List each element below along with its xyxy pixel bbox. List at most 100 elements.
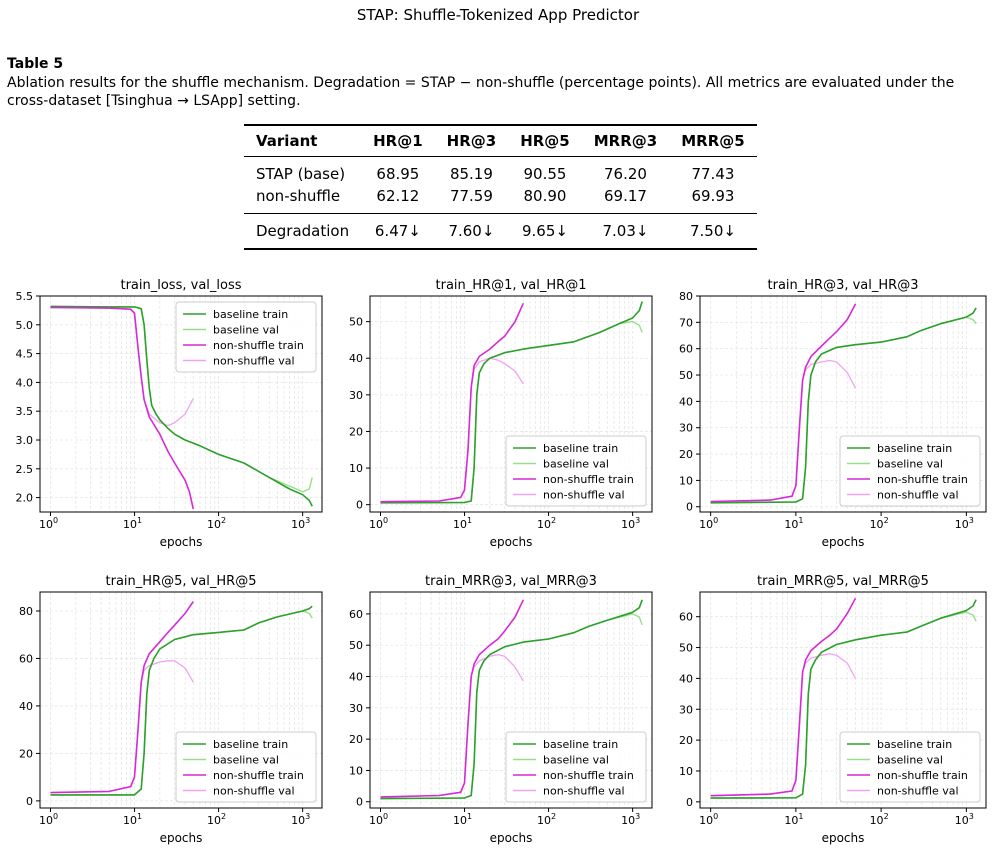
table-cell: 62.12 xyxy=(376,187,420,205)
y-tick-label: 60 xyxy=(349,608,363,621)
x-tick-label: 100 xyxy=(369,516,388,531)
y-tick-label: 4.5 xyxy=(16,348,34,361)
legend-label: baseline val xyxy=(213,754,279,767)
legend-box xyxy=(839,435,981,507)
x-tick-label: 101 xyxy=(784,516,803,531)
plot-frame xyxy=(699,591,987,809)
y-tick-label: 20 xyxy=(349,425,363,438)
x-tick-label: 100 xyxy=(699,516,718,531)
y-tick-label: 70 xyxy=(679,316,693,329)
x-tick-exponent: 2 xyxy=(551,516,556,525)
legend-label: non-shuffle train xyxy=(213,339,304,352)
x-tick-label: 102 xyxy=(537,812,556,827)
x-tick-label: 101 xyxy=(784,812,803,827)
legend-label: baseline val xyxy=(543,754,609,767)
x-tick-label: 103 xyxy=(621,516,640,531)
x-tick-label: 103 xyxy=(291,812,310,827)
table-cell: 69.93 xyxy=(691,187,735,205)
table-column-header: HR@3 xyxy=(434,124,509,157)
legend-box xyxy=(505,435,647,507)
table-cell: 76.20 xyxy=(604,165,647,183)
series-line-baseline-train xyxy=(380,599,643,800)
y-tick-label: 0 xyxy=(686,501,693,514)
x-tick-exponent: 3 xyxy=(305,516,310,525)
series-line-baseline-train xyxy=(710,307,977,504)
x-tick-exponent: 3 xyxy=(305,812,310,821)
legend-label: baseline train xyxy=(213,738,288,751)
y-tick-label: 30 xyxy=(349,389,363,402)
table-label: Table 5 xyxy=(7,56,64,72)
y-tick-label: 10 xyxy=(679,474,693,487)
degradation-row: Degradation 6.47↓ 7.60↓ 9.65↓ 7.03↓ 7.50… xyxy=(244,213,757,250)
x-tick-exponent: 3 xyxy=(635,516,640,525)
legend-label: non-shuffle val xyxy=(543,785,625,798)
x-tick-exponent: 0 xyxy=(53,812,58,821)
legend-label: non-shuffle val xyxy=(877,785,959,798)
series-line-baseline-train xyxy=(50,605,313,796)
chart-title: train_MRR@5, val_MRR@5 xyxy=(757,574,929,589)
y-tick-label: 20 xyxy=(349,733,363,746)
x-tick-label: 100 xyxy=(699,812,718,827)
y-tick-label: 80 xyxy=(679,290,693,303)
series-line-non-shuffle-train xyxy=(380,599,525,798)
y-tick-label: 2.5 xyxy=(16,463,34,476)
legend-label: non-shuffle val xyxy=(543,489,625,502)
table-column-header: MRR@5 xyxy=(669,124,757,157)
table-cell: 69.17 xyxy=(604,187,647,205)
legend-box xyxy=(505,731,647,803)
legend-label: non-shuffle train xyxy=(877,473,968,486)
x-tick-label: 101 xyxy=(453,516,472,531)
plot-frame xyxy=(39,591,323,809)
legend-label: baseline val xyxy=(877,458,943,471)
table-column-header: HR@1 xyxy=(361,124,435,157)
legend-label: non-shuffle train xyxy=(877,769,968,782)
chart-title: train_HR@5, val_HR@5 xyxy=(106,574,257,589)
x-tick-label: 103 xyxy=(621,812,640,827)
x-tick-exponent: 2 xyxy=(221,812,226,821)
series-line-baseline-train xyxy=(50,305,313,507)
y-tick-label: 60 xyxy=(679,611,693,624)
legend-label: non-shuffle val xyxy=(213,785,295,798)
y-tick-label: 10 xyxy=(349,764,363,777)
y-tick-label: 50 xyxy=(679,642,693,655)
y-tick-label: 40 xyxy=(679,395,693,408)
x-tick-exponent: 3 xyxy=(635,812,640,821)
legend-label: baseline val xyxy=(877,754,943,767)
table-column-header: MRR@3 xyxy=(581,124,670,157)
page-header: STAP: Shuffle-Tokenized App Predictor xyxy=(356,6,640,24)
results-table: Variant HR@1 HR@3 HR@5 MRR@3 MRR@5 STAP … xyxy=(244,124,757,250)
legend-box xyxy=(175,301,317,373)
table-cell: 7.60↓ xyxy=(434,213,509,250)
x-tick-label: 102 xyxy=(870,812,889,827)
table-row: STAP (base) 68.95 85.19 90.55 76.20 77.4… xyxy=(244,157,757,186)
table-header-row: Variant HR@1 HR@3 HR@5 MRR@3 MRR@5 xyxy=(244,124,757,157)
legend-label: non-shuffle train xyxy=(543,769,634,782)
x-tick-exponent: 2 xyxy=(221,516,226,525)
x-tick-exponent: 2 xyxy=(884,812,889,821)
plot-frame xyxy=(369,591,653,809)
legend-label: baseline train xyxy=(877,738,952,751)
x-axis-label: epochs xyxy=(822,535,865,549)
y-tick-label: 30 xyxy=(679,422,693,435)
x-tick-label: 102 xyxy=(207,812,226,827)
x-tick-label: 101 xyxy=(123,516,142,531)
x-axis-label: epochs xyxy=(160,831,203,845)
plot-frame xyxy=(369,295,653,513)
y-tick-label: 20 xyxy=(19,747,33,760)
series-line-non-shuffle-train xyxy=(710,303,857,503)
x-tick-label: 103 xyxy=(955,516,974,531)
x-tick-exponent: 1 xyxy=(467,516,472,525)
table-cell: STAP (base) xyxy=(256,165,346,183)
y-tick-label: 40 xyxy=(19,700,33,713)
table-cell: non-shuffle xyxy=(256,187,341,205)
table-cell: 80.90 xyxy=(523,187,567,205)
y-tick-label: 20 xyxy=(679,734,693,747)
x-tick-exponent: 2 xyxy=(551,812,556,821)
x-tick-exponent: 3 xyxy=(969,516,974,525)
table-cell: 7.03↓ xyxy=(581,213,670,250)
y-tick-label: 60 xyxy=(19,652,33,665)
legend-label: baseline train xyxy=(877,442,952,455)
y-tick-label: 10 xyxy=(349,462,363,475)
plot-frame xyxy=(699,295,987,513)
